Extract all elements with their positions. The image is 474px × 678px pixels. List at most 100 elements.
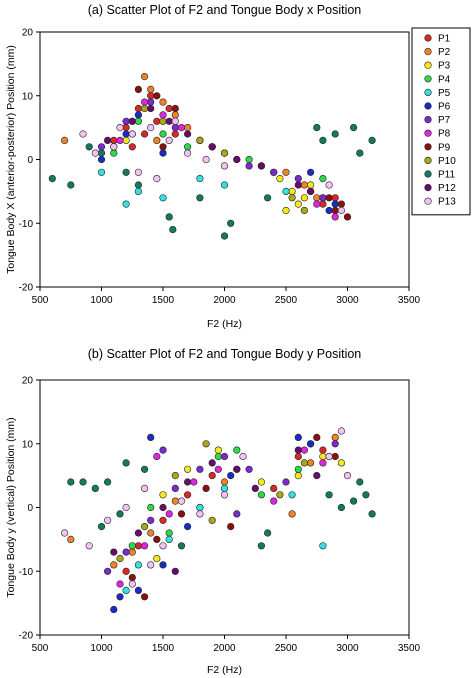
y-tick-label: 10 — [22, 91, 34, 102]
point-p2 — [128, 548, 136, 556]
point-p7 — [147, 516, 155, 524]
point-p1 — [319, 200, 327, 208]
point-p9 — [331, 206, 339, 215]
point-p13 — [134, 168, 142, 176]
point-p12 — [257, 162, 266, 170]
point-p1 — [153, 117, 161, 125]
point-p3 — [288, 187, 296, 195]
point-p5 — [134, 561, 142, 569]
point-p9 — [153, 92, 161, 100]
point-p7 — [97, 143, 106, 151]
point-p9 — [134, 85, 142, 93]
point-p4 — [214, 452, 222, 461]
legend-marker-p7 — [424, 115, 432, 124]
point-p12 — [159, 503, 167, 512]
point-p13 — [153, 175, 161, 183]
legend-label-p4: P4 — [438, 74, 451, 85]
point-p13 — [325, 181, 333, 189]
point-p1 — [171, 130, 179, 138]
point-p6 — [307, 440, 315, 448]
point-p9 — [331, 452, 339, 461]
point-p13 — [159, 542, 167, 550]
point-p12 — [233, 155, 241, 164]
point-p12 — [184, 130, 192, 138]
point-p11 — [356, 478, 364, 486]
point-p11 — [116, 510, 124, 518]
point-p2 — [67, 535, 75, 544]
y-tick-label: -20 — [19, 283, 34, 294]
point-p9 — [227, 522, 235, 531]
legend-label-p3: P3 — [438, 61, 451, 72]
point-p7 — [147, 98, 155, 106]
point-p10 — [208, 516, 216, 524]
point-p10 — [202, 440, 210, 448]
y-tick-label: -10 — [19, 567, 34, 578]
x-tick-label: 3500 — [398, 295, 421, 306]
point-p1 — [134, 542, 142, 550]
point-p5 — [165, 535, 173, 544]
x-tick-label: 1000 — [90, 643, 113, 654]
point-p8 — [141, 542, 149, 550]
point-p11 — [331, 130, 339, 138]
point-p12 — [233, 465, 241, 473]
y-tick-label: 20 — [22, 376, 34, 387]
legend-marker-p4 — [424, 75, 432, 83]
point-p11 — [103, 478, 112, 486]
y-tick-label: 0 — [27, 155, 33, 166]
legend-box — [411, 27, 471, 216]
point-p10 — [171, 472, 179, 480]
point-p13 — [85, 542, 93, 550]
data-points — [48, 72, 376, 240]
plot-frame — [39, 379, 410, 636]
legend: P1 P2 P3 P4 P5 P6 P7 P8 P9 P10 P11 P12 P13 — [411, 27, 471, 216]
point-p13 — [202, 155, 210, 164]
x-tick-label: 3000 — [336, 643, 359, 654]
point-p5 — [159, 194, 167, 202]
point-p12 — [208, 459, 216, 467]
point-p8 — [116, 580, 124, 588]
point-p7 — [245, 162, 253, 170]
point-p5 — [122, 586, 130, 595]
point-p5 — [196, 175, 204, 183]
point-p6 — [147, 433, 155, 442]
point-p9 — [313, 433, 321, 442]
point-p11 — [97, 149, 106, 157]
point-p11 — [325, 491, 333, 499]
point-p11 — [350, 123, 358, 132]
point-p6 — [159, 149, 167, 157]
point-p6 — [134, 111, 142, 119]
point-p7 — [233, 510, 241, 518]
point-p13 — [165, 136, 173, 144]
point-p13 — [337, 206, 346, 215]
point-p7 — [331, 440, 339, 448]
point-p8 — [270, 497, 278, 505]
point-p13 — [110, 143, 118, 151]
point-p7 — [294, 175, 302, 183]
point-p13 — [60, 529, 69, 537]
point-p10 — [116, 554, 124, 563]
point-p9 — [159, 143, 167, 151]
point-p1 — [134, 104, 142, 113]
point-p12 — [171, 567, 179, 575]
point-p11 — [356, 149, 364, 157]
point-p11 — [141, 465, 149, 473]
legend-label-p1: P1 — [438, 34, 451, 45]
point-p5 — [97, 168, 106, 176]
point-p6 — [159, 561, 167, 569]
point-p7 — [103, 567, 112, 575]
point-p3 — [337, 459, 346, 467]
x-tick-label: 3000 — [336, 295, 359, 306]
point-p11 — [177, 542, 186, 550]
point-p4 — [147, 503, 155, 512]
point-p7 — [270, 168, 278, 176]
point-p10 — [141, 522, 149, 531]
point-p11 — [227, 219, 235, 227]
scatter-plot-b: (b) Scatter Plot of F2 and Tongue Body y… — [5, 347, 421, 676]
point-p1 — [122, 567, 130, 575]
point-p5 — [220, 484, 229, 493]
legend-marker-p12 — [424, 184, 432, 192]
point-p9 — [325, 194, 333, 202]
point-p2 — [159, 98, 167, 106]
point-p8 — [214, 465, 222, 473]
legend-marker-p3 — [424, 61, 432, 69]
